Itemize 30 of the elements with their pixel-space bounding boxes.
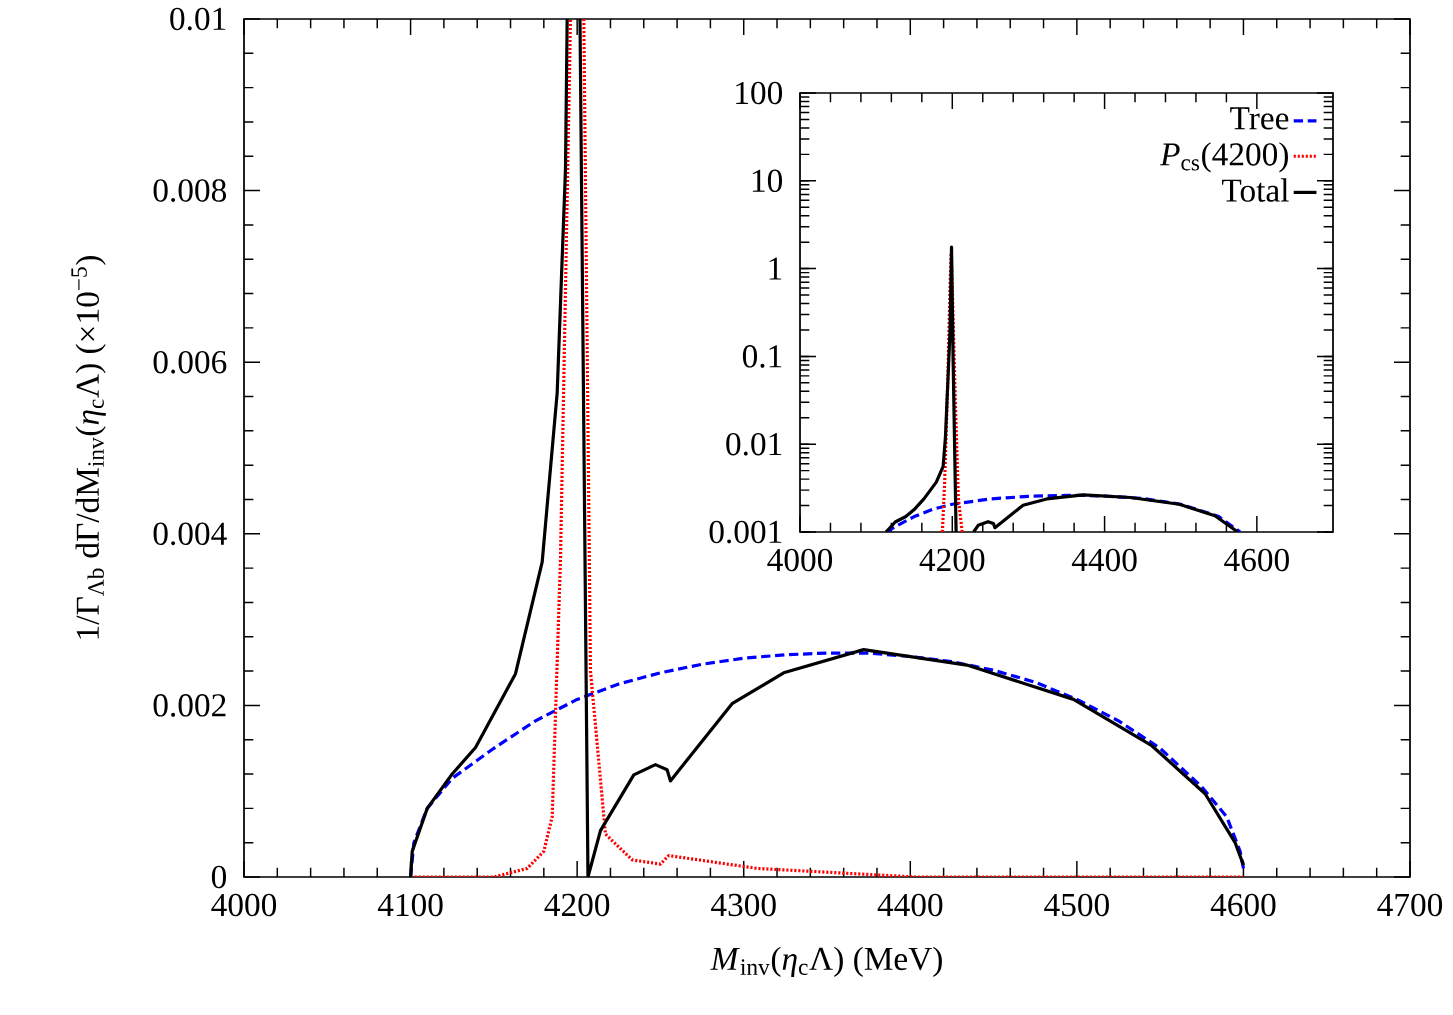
- y-tick-label: 0.01: [726, 432, 782, 456]
- x-tick-label: 4400: [877, 893, 943, 917]
- y-tick-label: 0.1: [742, 345, 782, 368]
- x-tick-label: 4000: [211, 893, 277, 917]
- y-tick-label: 1: [769, 257, 782, 280]
- legend-label: Tree: [1230, 107, 1289, 130]
- y-tick-label: 10: [752, 169, 783, 193]
- x-tick-label: 4400: [1071, 548, 1137, 572]
- y-tick-label: 0.001: [709, 520, 782, 544]
- x-tick-label: 4600: [1210, 893, 1276, 917]
- x-tick-label: 4000: [767, 548, 833, 572]
- x-tick-label: 4200: [544, 893, 610, 917]
- y-tick-label: 0.002: [153, 694, 226, 717]
- y-tick-label: 0.004: [153, 522, 227, 546]
- x-tick-label: 4200: [919, 548, 985, 572]
- line-series: [940, 251, 964, 532]
- x-axis-title: M$_{inv}$(η$_{c}$Λ) (MeV): [710, 946, 942, 977]
- x-tick-label: 4600: [1224, 548, 1289, 572]
- x-tick-label: 4500: [1044, 893, 1109, 917]
- x-tick-label: 4700: [1377, 893, 1443, 917]
- legend-label: P$_{cs}$(4200): [1159, 142, 1288, 173]
- y-tick-label: 0: [211, 865, 227, 889]
- y-tick-label: 0.01: [170, 7, 226, 31]
- legend-label: Total: [1222, 178, 1289, 202]
- x-tick-label: 4300: [711, 893, 776, 917]
- y-tick-label: 0.006: [153, 350, 227, 374]
- text: 1/Γ$_{Λb}$ dΓ/dM$_{inv}$(η$_{c}$Λ) (×10$^{−5}$): [71, 256, 106, 639]
- x-tick-label: 4100: [377, 893, 443, 917]
- y-tick-label: 0.008: [153, 179, 227, 202]
- y-tick-label: 100: [736, 81, 783, 105]
